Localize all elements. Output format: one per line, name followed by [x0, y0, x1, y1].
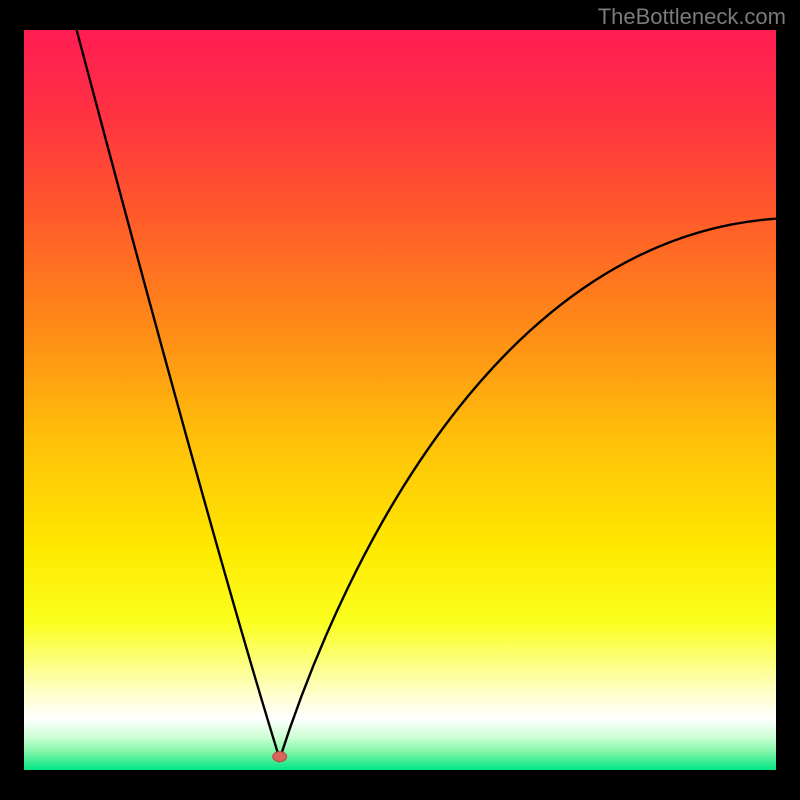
bottleneck-curve: [77, 30, 776, 759]
optimum-marker: [273, 752, 287, 762]
watermark-text: TheBottleneck.com: [598, 4, 786, 30]
chart-frame: TheBottleneck.com: [0, 0, 800, 800]
curve-layer: [24, 30, 776, 770]
plot-area: [24, 30, 776, 770]
